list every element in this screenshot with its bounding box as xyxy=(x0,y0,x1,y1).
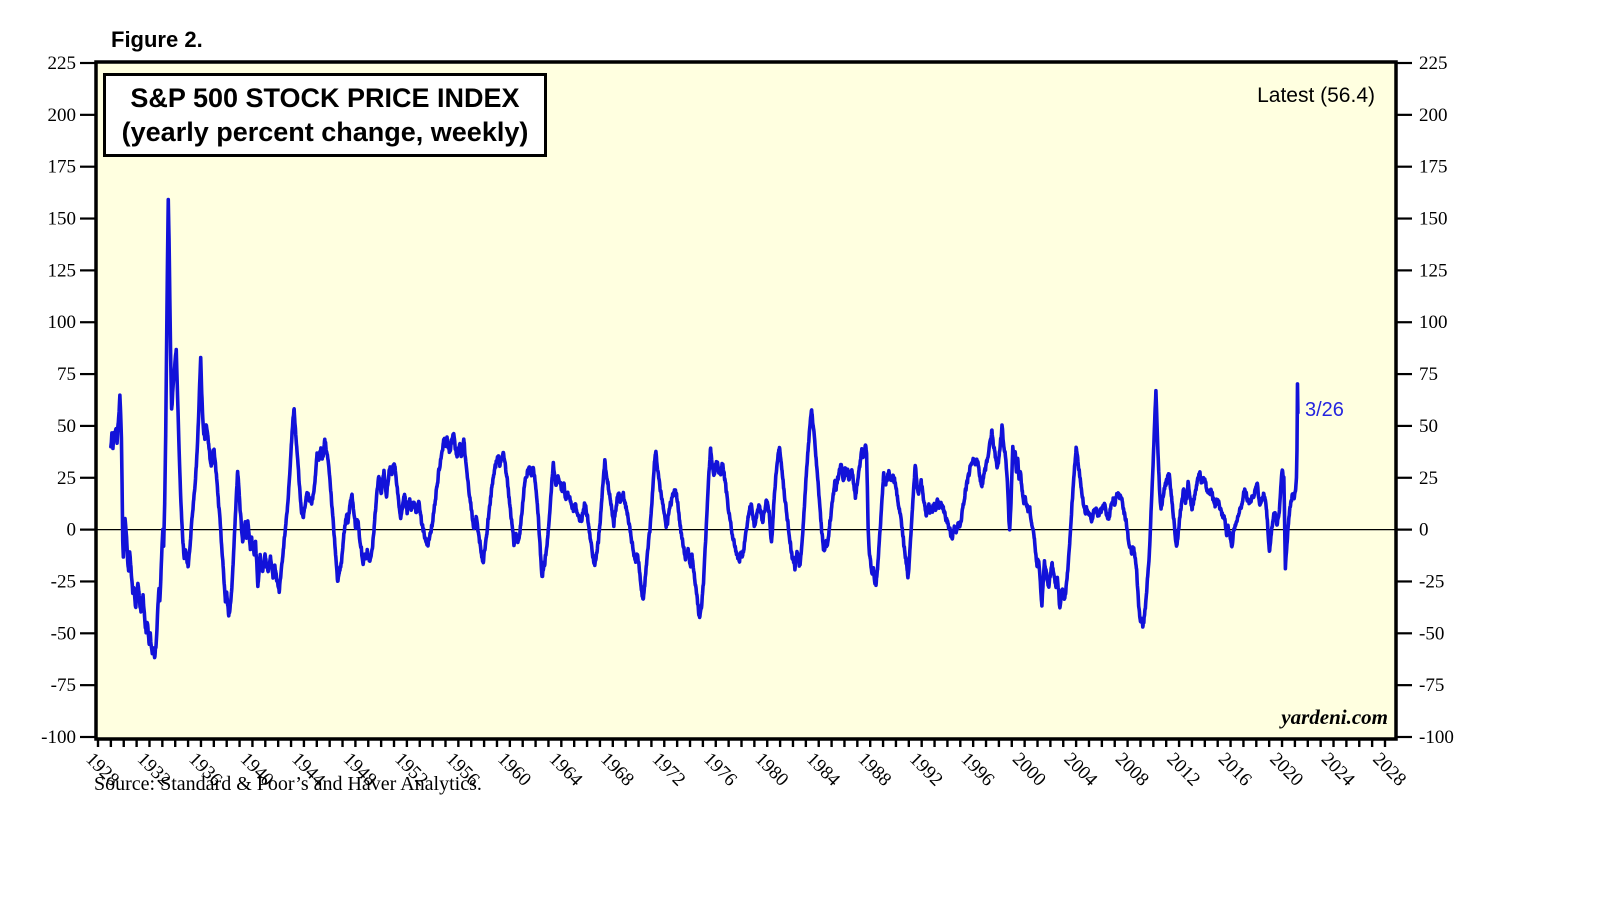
chart-title-box: S&P 500 STOCK PRICE INDEX (yearly percen… xyxy=(103,73,547,157)
y-axis-label-left: -25 xyxy=(51,571,76,592)
y-axis-label-right: 125 xyxy=(1419,260,1448,281)
y-axis-label-left: -50 xyxy=(51,623,76,644)
chart-title: S&P 500 STOCK PRICE INDEX xyxy=(130,83,520,113)
source-note: Source: Standard & Poor’s and Haver Anal… xyxy=(94,773,482,795)
x-axis-label: 2008 xyxy=(1111,749,1153,791)
y-axis-label-left: 150 xyxy=(48,209,77,230)
y-axis-label-left: 100 xyxy=(48,312,77,333)
chart-subtitle: (yearly percent change, weekly) xyxy=(121,117,529,147)
x-axis-label: 2028 xyxy=(1368,749,1410,791)
plot-frame xyxy=(94,60,1398,741)
x-axis-label: 2012 xyxy=(1162,749,1204,791)
x-axis-label: 2024 xyxy=(1317,749,1359,791)
y-axis-label-right: 75 xyxy=(1419,364,1438,385)
latest-value-label: Latest (56.4) xyxy=(1257,84,1375,107)
y-axis-label-right: 150 xyxy=(1419,209,1448,230)
y-axis-label-left: 75 xyxy=(57,364,76,385)
y-axis-label-right: -100 xyxy=(1419,727,1454,748)
x-axis-label: 2016 xyxy=(1214,749,1256,791)
y-axis-label-right: -50 xyxy=(1419,623,1444,644)
y-axis-label-left: 125 xyxy=(48,260,77,281)
x-axis-label: 1992 xyxy=(905,749,947,791)
x-axis-label: 1976 xyxy=(699,749,741,791)
x-axis-label: 1980 xyxy=(751,749,793,791)
y-axis-label-right: 50 xyxy=(1419,416,1438,437)
x-axis-label: 2000 xyxy=(1008,749,1050,791)
spike-date-annotation: 3/26 xyxy=(1305,399,1344,421)
x-axis-label: 1968 xyxy=(596,749,638,791)
x-axis-label: 1972 xyxy=(648,749,690,791)
x-axis-label: 1964 xyxy=(545,749,587,791)
y-axis-label-left: 175 xyxy=(48,157,77,178)
y-axis-label-right: -25 xyxy=(1419,571,1444,592)
y-axis-label-left: 25 xyxy=(57,468,76,489)
y-axis-label-right: 25 xyxy=(1419,468,1438,489)
y-axis-label-right: -75 xyxy=(1419,675,1444,696)
y-axis-label-left: 225 xyxy=(48,53,77,74)
y-axis-label-left: -100 xyxy=(41,727,76,748)
y-axis-label-right: 225 xyxy=(1419,53,1448,74)
y-axis-label-right: 100 xyxy=(1419,312,1448,333)
series-line xyxy=(109,197,1300,660)
x-axis-label: 1960 xyxy=(493,749,535,791)
y-axis-label-left: -75 xyxy=(51,675,76,696)
x-axis-label: 2020 xyxy=(1265,749,1307,791)
yardeni-watermark: yardeni.com xyxy=(1281,705,1388,729)
x-axis-label: 1996 xyxy=(957,749,999,791)
figure-label: Figure 2. xyxy=(111,27,203,52)
y-axis-label-right: 0 xyxy=(1419,520,1429,541)
x-axis-label: 2004 xyxy=(1060,749,1102,791)
y-axis-label-left: 200 xyxy=(48,105,77,126)
plot-background xyxy=(96,62,1396,739)
y-axis-label-right: 200 xyxy=(1419,105,1448,126)
y-axis-label-left: 0 xyxy=(67,520,77,541)
x-axis-label: 1988 xyxy=(854,749,896,791)
x-axis-label: 1984 xyxy=(802,749,844,791)
y-axis-label-right: 175 xyxy=(1419,157,1448,178)
y-axis-label-left: 50 xyxy=(57,416,76,437)
